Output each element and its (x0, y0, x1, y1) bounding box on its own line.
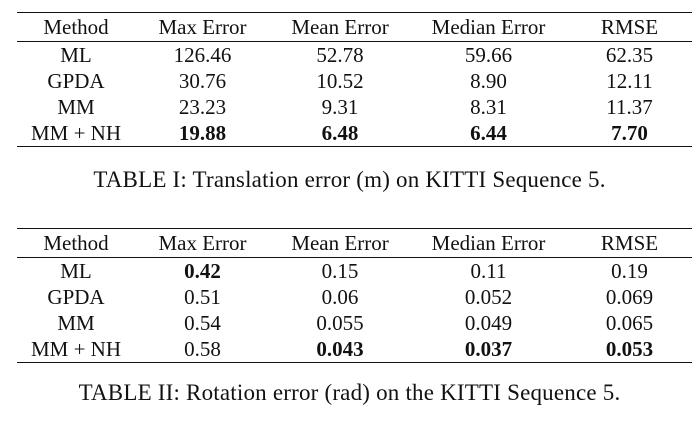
table-caption-rotation: TABLE II: Rotation error (rad) on the KI… (78, 380, 621, 405)
translation-error-table-block: Method Max Error Mean Error Median Error… (17, 12, 692, 147)
cell-rmse: 0.065 (605, 310, 654, 335)
cell-rmse: 0.069 (605, 284, 654, 309)
cell-median-error: 8.90 (470, 68, 507, 93)
header-median-error: Median Error (431, 14, 546, 39)
cell-method: GPDA (47, 68, 105, 93)
table-row: MM + NH 19.88 6.48 6.44 7.70 (17, 120, 692, 147)
cell-mean-error: 6.48 (321, 120, 359, 145)
cell-mean-error: 0.06 (321, 284, 359, 309)
table-row: ML 126.46 52.78 59.66 62.35 (17, 42, 692, 69)
cell-max-error: 0.58 (184, 336, 221, 361)
cell-mean-error: 9.31 (321, 94, 359, 119)
cell-rmse: 0.053 (605, 336, 654, 361)
cell-max-error: 30.76 (178, 68, 227, 93)
cell-median-error: 0.052 (464, 284, 513, 309)
table-body: ML 126.46 52.78 59.66 62.35 GPDA 30.76 1… (17, 42, 692, 147)
cell-mean-error: 0.15 (321, 258, 359, 283)
table-row: ML 0.42 0.15 0.11 0.19 (17, 258, 692, 285)
cell-max-error: 0.42 (184, 258, 221, 283)
cell-max-error: 0.51 (184, 284, 221, 309)
cell-mean-error: 0.043 (316, 336, 364, 361)
header-max-error: Max Error (158, 230, 247, 255)
cell-median-error: 8.31 (470, 94, 507, 119)
cell-method: MM + NH (30, 120, 122, 145)
table-row: GPDA 0.51 0.06 0.052 0.069 (17, 284, 692, 310)
header-row: Method Max Error Mean Error Median Error… (17, 228, 692, 258)
table-body: ML 0.42 0.15 0.11 0.19 GPDA 0.51 0.06 0.… (17, 258, 692, 363)
cell-rmse: 62.35 (605, 42, 654, 67)
table-caption-translation: TABLE I: Translation error (m) on KITTI … (93, 167, 606, 192)
cell-rmse: 0.19 (611, 258, 648, 283)
table-header: Method Max Error Mean Error Median Error… (17, 228, 692, 258)
table-row: MM 0.54 0.055 0.049 0.065 (17, 310, 692, 336)
table-row: GPDA 30.76 10.52 8.90 12.11 (17, 68, 692, 94)
cell-method: MM (57, 310, 95, 335)
header-mean-error: Mean Error (291, 14, 389, 39)
cell-max-error: 19.88 (178, 120, 227, 145)
header-median-error: Median Error (431, 230, 546, 255)
header-method: Method (43, 14, 109, 39)
cell-mean-error: 10.52 (316, 68, 364, 93)
cell-method: MM (57, 94, 95, 119)
cell-method: ML (60, 42, 92, 67)
cell-mean-error: 0.055 (316, 310, 364, 335)
cell-max-error: 23.23 (178, 94, 227, 119)
header-method: Method (43, 230, 109, 255)
rotation-error-table-block: Method Max Error Mean Error Median Error… (17, 228, 692, 363)
cell-rmse: 12.11 (606, 68, 653, 93)
translation-error-table: Method Max Error Mean Error Median Error… (17, 12, 692, 147)
cell-median-error: 6.44 (470, 120, 507, 145)
cell-median-error: 0.037 (464, 336, 513, 361)
cell-max-error: 0.54 (184, 310, 221, 335)
cell-median-error: 0.11 (470, 258, 507, 283)
cell-method: ML (60, 258, 92, 283)
table-header: Method Max Error Mean Error Median Error… (17, 12, 692, 42)
rotation-error-table: Method Max Error Mean Error Median Error… (17, 228, 692, 363)
table-row: MM 23.23 9.31 8.31 11.37 (17, 94, 692, 120)
header-rmse: RMSE (600, 230, 659, 255)
cell-max-error: 126.46 (173, 42, 232, 67)
cell-method: MM + NH (30, 336, 122, 361)
header-rmse: RMSE (600, 14, 659, 39)
header-max-error: Max Error (158, 14, 247, 39)
cell-rmse: 11.37 (606, 94, 653, 119)
cell-rmse: 7.70 (611, 120, 648, 145)
cell-method: GPDA (47, 284, 105, 309)
cell-mean-error: 52.78 (316, 42, 364, 67)
cell-median-error: 59.66 (464, 42, 513, 67)
table-row: MM + NH 0.58 0.043 0.037 0.053 (17, 336, 692, 363)
header-mean-error: Mean Error (291, 230, 389, 255)
header-row: Method Max Error Mean Error Median Error… (17, 12, 692, 42)
cell-median-error: 0.049 (464, 310, 513, 335)
